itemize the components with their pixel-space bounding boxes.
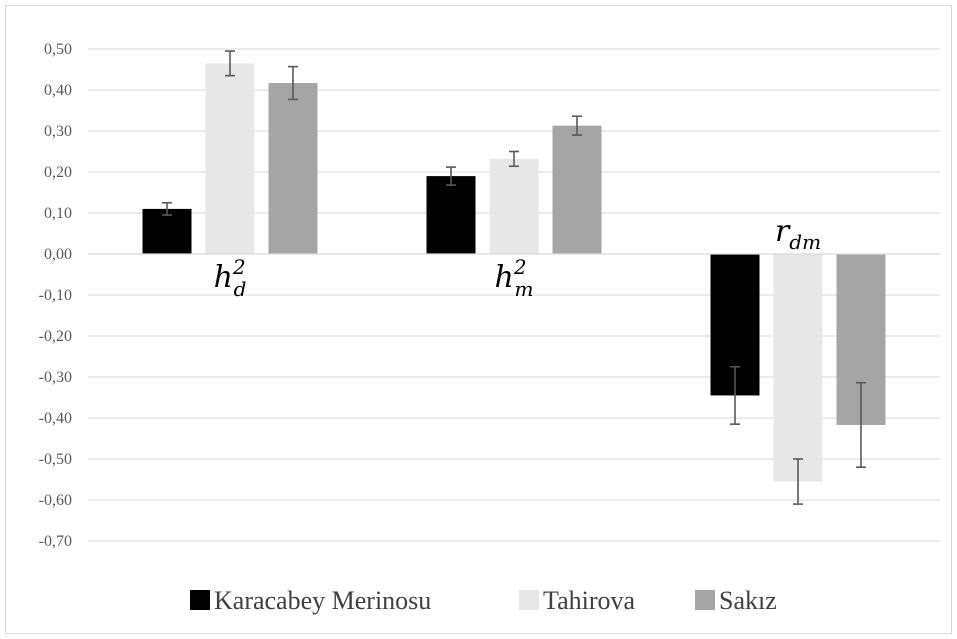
y-tick-label: 0,10: [44, 205, 72, 222]
error-bar: [162, 201, 172, 216]
y-tick-label: 0,20: [44, 164, 72, 181]
bar: [268, 83, 318, 254]
error-bar: [572, 115, 582, 136]
legend-label: Karacabey Merinosu: [214, 586, 431, 615]
error-bar: [793, 458, 803, 505]
y-tick-label: -0,60: [39, 492, 72, 509]
y-tick-label: 0,00: [44, 246, 72, 263]
y-tick-label: -0,40: [39, 410, 72, 427]
bar: [426, 176, 476, 254]
error-bar: [730, 365, 740, 425]
legend-swatch: [190, 590, 210, 610]
error-bar: [509, 150, 519, 168]
error-bar: [446, 166, 456, 186]
y-tick-label: 0,50: [44, 41, 72, 58]
category-label: h2 m: [494, 255, 533, 301]
category-label: h2 d: [214, 255, 247, 301]
bar: [552, 125, 602, 254]
legend-label: Tahirova: [543, 586, 635, 615]
error-bar: [225, 50, 235, 77]
y-tick-label: -0,10: [39, 287, 72, 304]
error-bar: [856, 381, 866, 469]
bar: [205, 63, 255, 254]
y-tick-label: -0,30: [39, 369, 72, 386]
bar: [773, 254, 823, 482]
y-tick-label: -0,70: [39, 533, 72, 550]
legend-swatch: [695, 590, 715, 610]
error-bar: [288, 65, 298, 101]
bar: [489, 158, 539, 254]
y-tick-label: -0,50: [39, 451, 72, 468]
y-tick-label: 0,40: [44, 82, 72, 99]
y-tick-label: 0,30: [44, 123, 72, 140]
legend-label: Sakız: [719, 586, 777, 615]
category-label: rdm: [775, 214, 821, 254]
y-tick-label: -0,20: [39, 328, 72, 345]
bar: [142, 208, 192, 254]
legend-swatch: [519, 590, 539, 610]
